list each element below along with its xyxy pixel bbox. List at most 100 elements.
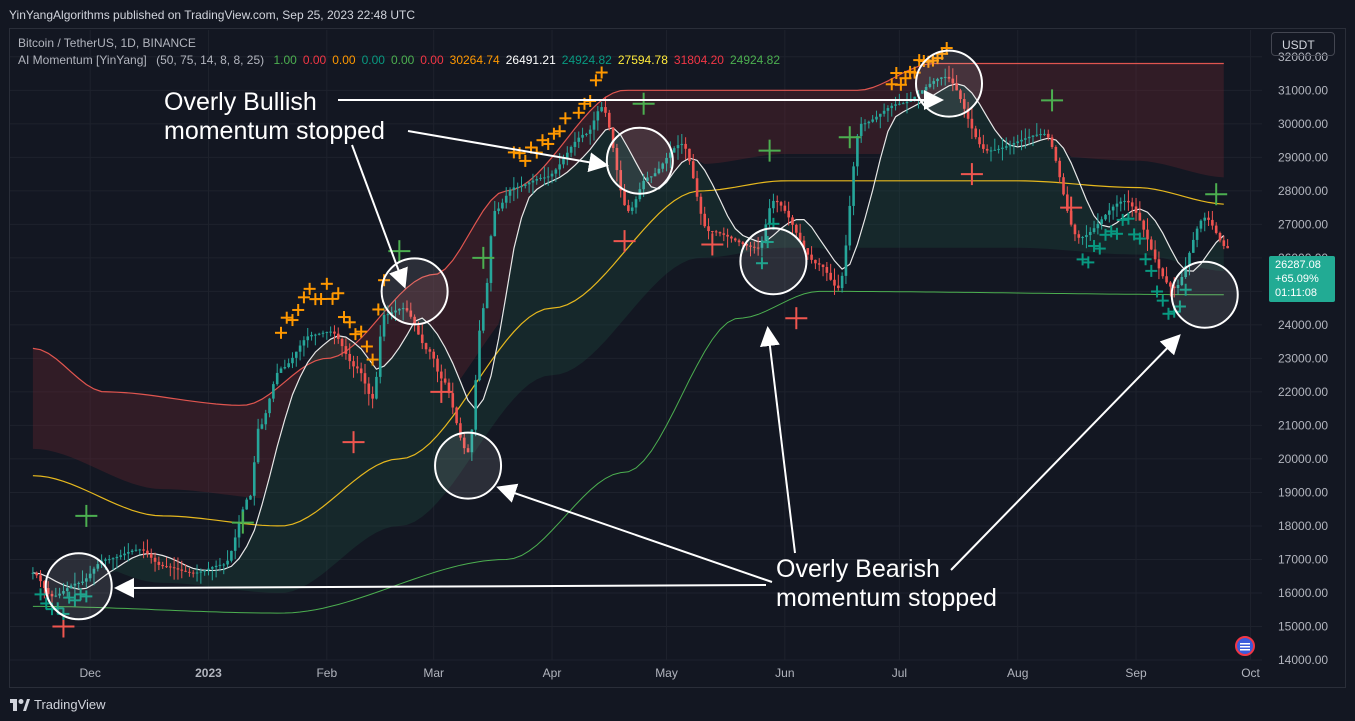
candle-body xyxy=(657,168,661,174)
symbol-legend[interactable]: Bitcoin / TetherUS, 1D, BINANCE xyxy=(18,36,196,50)
candle-body xyxy=(420,334,424,344)
indicator-value: 0.00 xyxy=(332,53,356,67)
candle-body xyxy=(940,77,943,79)
candle-body xyxy=(810,254,813,260)
candle-body xyxy=(550,173,554,177)
candle-body xyxy=(31,572,35,574)
indicator-legend[interactable]: AI Momentum [YinYang] (50, 75, 14, 8, 8,… xyxy=(18,53,792,67)
tradingview-brand: TradingView xyxy=(34,697,106,712)
candle-body xyxy=(527,182,531,185)
candle-body xyxy=(77,582,81,584)
us-flag-icon[interactable] xyxy=(1235,636,1255,656)
currency-button[interactable]: USDT xyxy=(1271,32,1335,56)
candle-body xyxy=(161,564,164,567)
candle-body xyxy=(451,393,455,408)
candle-body xyxy=(1165,276,1168,283)
lower-band-fill xyxy=(32,83,1224,593)
candle-body xyxy=(134,549,138,551)
candle-body xyxy=(85,578,88,582)
candle-body xyxy=(768,208,771,225)
candle-body xyxy=(501,202,504,209)
indicator-value: 0.00 xyxy=(361,53,385,67)
candle-body xyxy=(661,163,665,169)
candle-body xyxy=(142,549,145,551)
candle-body xyxy=(653,173,657,177)
candle-body xyxy=(69,585,73,589)
candle-body xyxy=(459,423,462,438)
candle-body xyxy=(62,591,65,594)
indicator-value: 0.00 xyxy=(420,53,444,67)
candle-body xyxy=(203,570,206,572)
candle-body xyxy=(718,232,722,234)
tradingview-logo[interactable]: TradingView xyxy=(10,697,106,712)
candle-body xyxy=(753,246,756,248)
candle-body xyxy=(39,575,42,582)
candle-body xyxy=(191,572,195,574)
candle-body xyxy=(1073,224,1077,235)
candle-body xyxy=(1161,268,1165,277)
candle-body xyxy=(46,588,50,594)
candle-body xyxy=(115,556,119,559)
candle-body xyxy=(291,357,294,364)
candle-body xyxy=(260,424,264,429)
candle-body xyxy=(1115,203,1119,207)
candle-body xyxy=(737,240,741,243)
candle-body xyxy=(1024,138,1027,140)
green-band-line xyxy=(32,290,1224,614)
candle-body xyxy=(1226,245,1229,249)
candle-body xyxy=(848,205,852,246)
candle-body xyxy=(1104,214,1107,220)
candle-body xyxy=(947,76,951,79)
candle-body xyxy=(363,373,367,384)
highlight-circle xyxy=(434,431,503,500)
y-tick-label: 21000.00 xyxy=(1278,418,1328,432)
x-tick-label: Jun xyxy=(775,666,794,680)
candle-body xyxy=(886,108,890,111)
candle-body xyxy=(119,555,122,557)
candle-body xyxy=(226,560,229,565)
candle-body xyxy=(127,552,130,554)
candle-body xyxy=(73,583,77,586)
candle-body xyxy=(1188,252,1191,266)
candle-body xyxy=(184,570,187,572)
candle-body xyxy=(905,101,909,104)
candle-body xyxy=(943,76,947,78)
candle-body xyxy=(321,332,325,334)
candle-body xyxy=(302,340,306,346)
candle-body xyxy=(447,382,451,394)
candle-body xyxy=(1119,201,1123,204)
bullish-annotation-line2: momentum stopped xyxy=(164,117,385,145)
candle-body xyxy=(1077,234,1081,238)
candle-body xyxy=(180,569,184,571)
candle-body xyxy=(856,135,859,167)
candle-body xyxy=(424,343,428,350)
y-tick-label: 22000.00 xyxy=(1278,385,1328,399)
candle-body xyxy=(329,331,332,333)
indicator-value: 0.00 xyxy=(302,53,327,67)
candle-body xyxy=(558,164,561,170)
candle-body xyxy=(554,169,558,174)
candle-body xyxy=(817,263,821,265)
candle-body xyxy=(989,150,993,152)
candle-body xyxy=(516,187,519,189)
chart-frame[interactable] xyxy=(9,28,1346,688)
candle-body xyxy=(65,588,69,592)
x-tick-label: May xyxy=(655,666,678,680)
candle-body xyxy=(478,330,481,381)
indicator-value: 30264.74 xyxy=(449,53,500,67)
candle-body xyxy=(123,553,126,556)
candle-body xyxy=(772,200,775,209)
yellow-band-line xyxy=(32,180,1224,527)
candle-body xyxy=(378,336,382,377)
candle-body xyxy=(169,566,172,568)
candle-body xyxy=(1199,220,1203,229)
candle-body xyxy=(1130,202,1134,207)
candle-body xyxy=(543,177,546,179)
signal-markers xyxy=(34,42,1228,638)
candle-body xyxy=(264,413,268,425)
candle-body xyxy=(783,205,787,211)
candle-body xyxy=(359,368,363,374)
candle-body xyxy=(317,333,321,335)
candle-body xyxy=(649,176,653,178)
